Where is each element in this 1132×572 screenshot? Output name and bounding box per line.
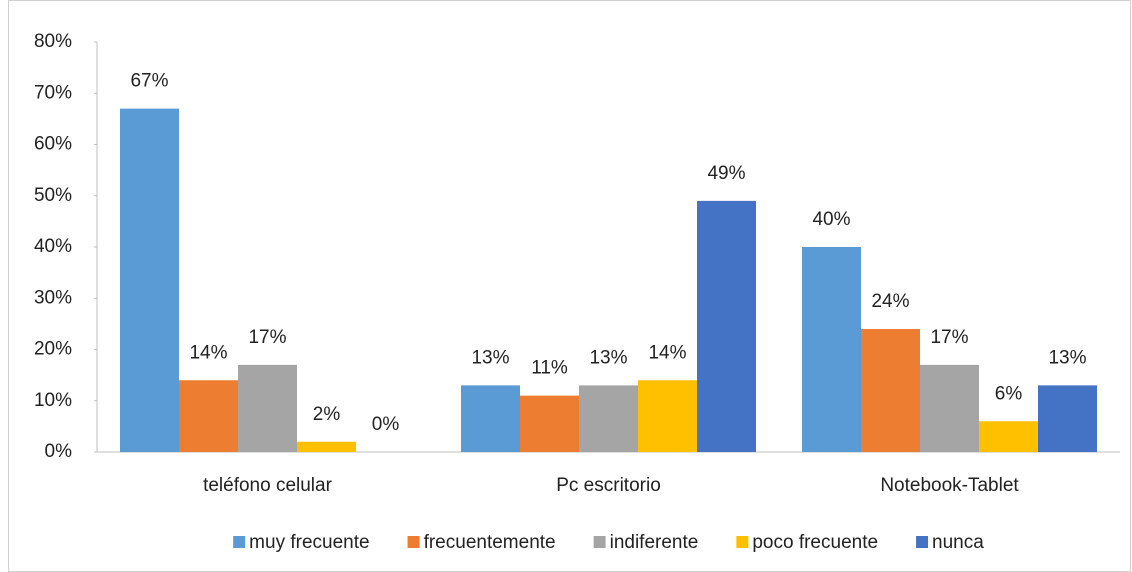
bar (579, 385, 638, 452)
legend-swatch (916, 536, 929, 548)
data-label: 13% (1048, 347, 1086, 368)
x-tick-label: Notebook-Tablet (880, 475, 1019, 496)
legend-label: indiferente (610, 532, 699, 553)
bar (179, 380, 238, 452)
y-tick-label: 0% (45, 441, 73, 462)
legend-swatch (233, 536, 246, 548)
y-tick-label: 30% (34, 287, 72, 308)
bar (861, 329, 920, 452)
legend-swatch (736, 536, 749, 548)
bar (120, 108, 179, 452)
x-tick-label: teléfono celular (203, 475, 333, 496)
data-label: 14% (648, 342, 686, 363)
bar (697, 200, 756, 452)
data-label: 2% (313, 404, 341, 425)
data-label: 67% (130, 71, 168, 92)
data-label: 11% (531, 358, 568, 379)
legend-swatch (593, 536, 606, 548)
data-label: 40% (812, 209, 850, 230)
y-tick-label: 80% (34, 31, 72, 52)
data-label: 24% (871, 291, 909, 312)
legend-label: poco frecuente (752, 532, 878, 553)
data-label: 6% (995, 383, 1023, 404)
bar (520, 395, 579, 452)
y-tick-label: 50% (34, 185, 72, 206)
bar (920, 364, 979, 452)
bar (238, 364, 297, 452)
bar (297, 441, 356, 452)
bar (802, 247, 861, 452)
data-label: 13% (471, 347, 509, 368)
chart-border (8, 0, 1131, 572)
bar (461, 385, 520, 452)
y-tick-label: 60% (34, 134, 72, 155)
x-tick-label: Pc escritorio (556, 475, 661, 496)
y-tick-label: 20% (34, 339, 72, 360)
legend-swatch (407, 536, 420, 548)
bar (1038, 385, 1097, 452)
data-label: 17% (930, 327, 968, 348)
data-label: 49% (707, 163, 745, 184)
legend-label: nunca (932, 532, 984, 553)
data-label: 0% (372, 414, 400, 435)
y-tick-label: 40% (34, 236, 72, 257)
data-label: 17% (248, 327, 286, 348)
bar (979, 421, 1038, 452)
legend-label: frecuentemente (424, 532, 556, 553)
y-tick-label: 70% (34, 82, 72, 103)
y-tick-label: 10% (34, 390, 72, 411)
data-label: 14% (189, 342, 227, 363)
legend-label: muy frecuente (249, 532, 369, 553)
data-label: 13% (589, 347, 627, 368)
bar (638, 380, 697, 452)
